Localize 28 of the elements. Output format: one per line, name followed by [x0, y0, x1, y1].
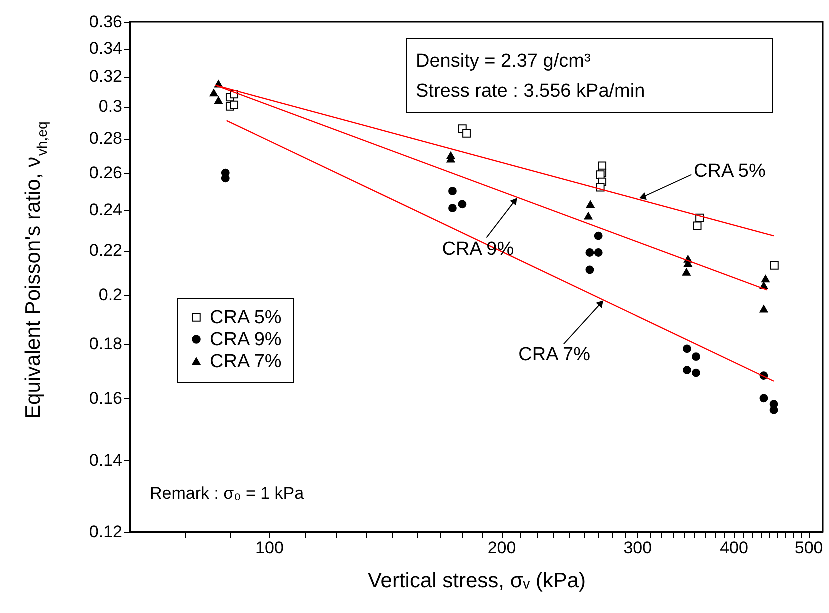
annotation: Stress rate : 3.556 kPa/min [416, 81, 646, 102]
legend-label: CRA 5% [210, 308, 282, 328]
y-tick-label: 0.22 [89, 241, 122, 260]
y-tick-label: 0.14 [89, 450, 122, 470]
y-tick-label: 0.28 [89, 129, 122, 148]
y-tick-label: 0.26 [89, 164, 122, 183]
x-tick-label: 100 [256, 538, 284, 558]
legend-label: CRA 9% [210, 330, 282, 350]
x-tick-label: 300 [624, 538, 652, 558]
y-axis-title: Equivalent Poisson's ratio, νvh,eq [22, 122, 50, 419]
y-tick-label: 0.32 [89, 67, 122, 86]
y-tick-label: 0.24 [89, 200, 122, 220]
y-tick-label: 0.2 [98, 285, 122, 304]
y-tick-label: 0.3 [98, 97, 122, 116]
y-tick-label: 0.34 [89, 39, 122, 58]
annotation: Density = 2.37 g/cm³ [416, 51, 591, 72]
x-tick-label: 200 [488, 538, 516, 558]
annotation: CRA 7% [518, 344, 591, 366]
y-tick-label: 0.12 [89, 522, 122, 542]
x-tick-label: 400 [720, 538, 748, 558]
legend-label: CRA 7% [210, 352, 282, 372]
annotation: Remark : σ₀ = 1 kPa [150, 484, 305, 503]
y-tick-label: 0.18 [89, 334, 122, 354]
y-tick-label: 0.36 [89, 12, 122, 32]
annotation: CRA 5% [694, 160, 766, 182]
y-tick-label: 0.16 [89, 388, 122, 408]
x-axis-title: Vertical stress, σᵥ (kPa) [368, 570, 586, 592]
x-tick-label: 500 [794, 538, 824, 558]
